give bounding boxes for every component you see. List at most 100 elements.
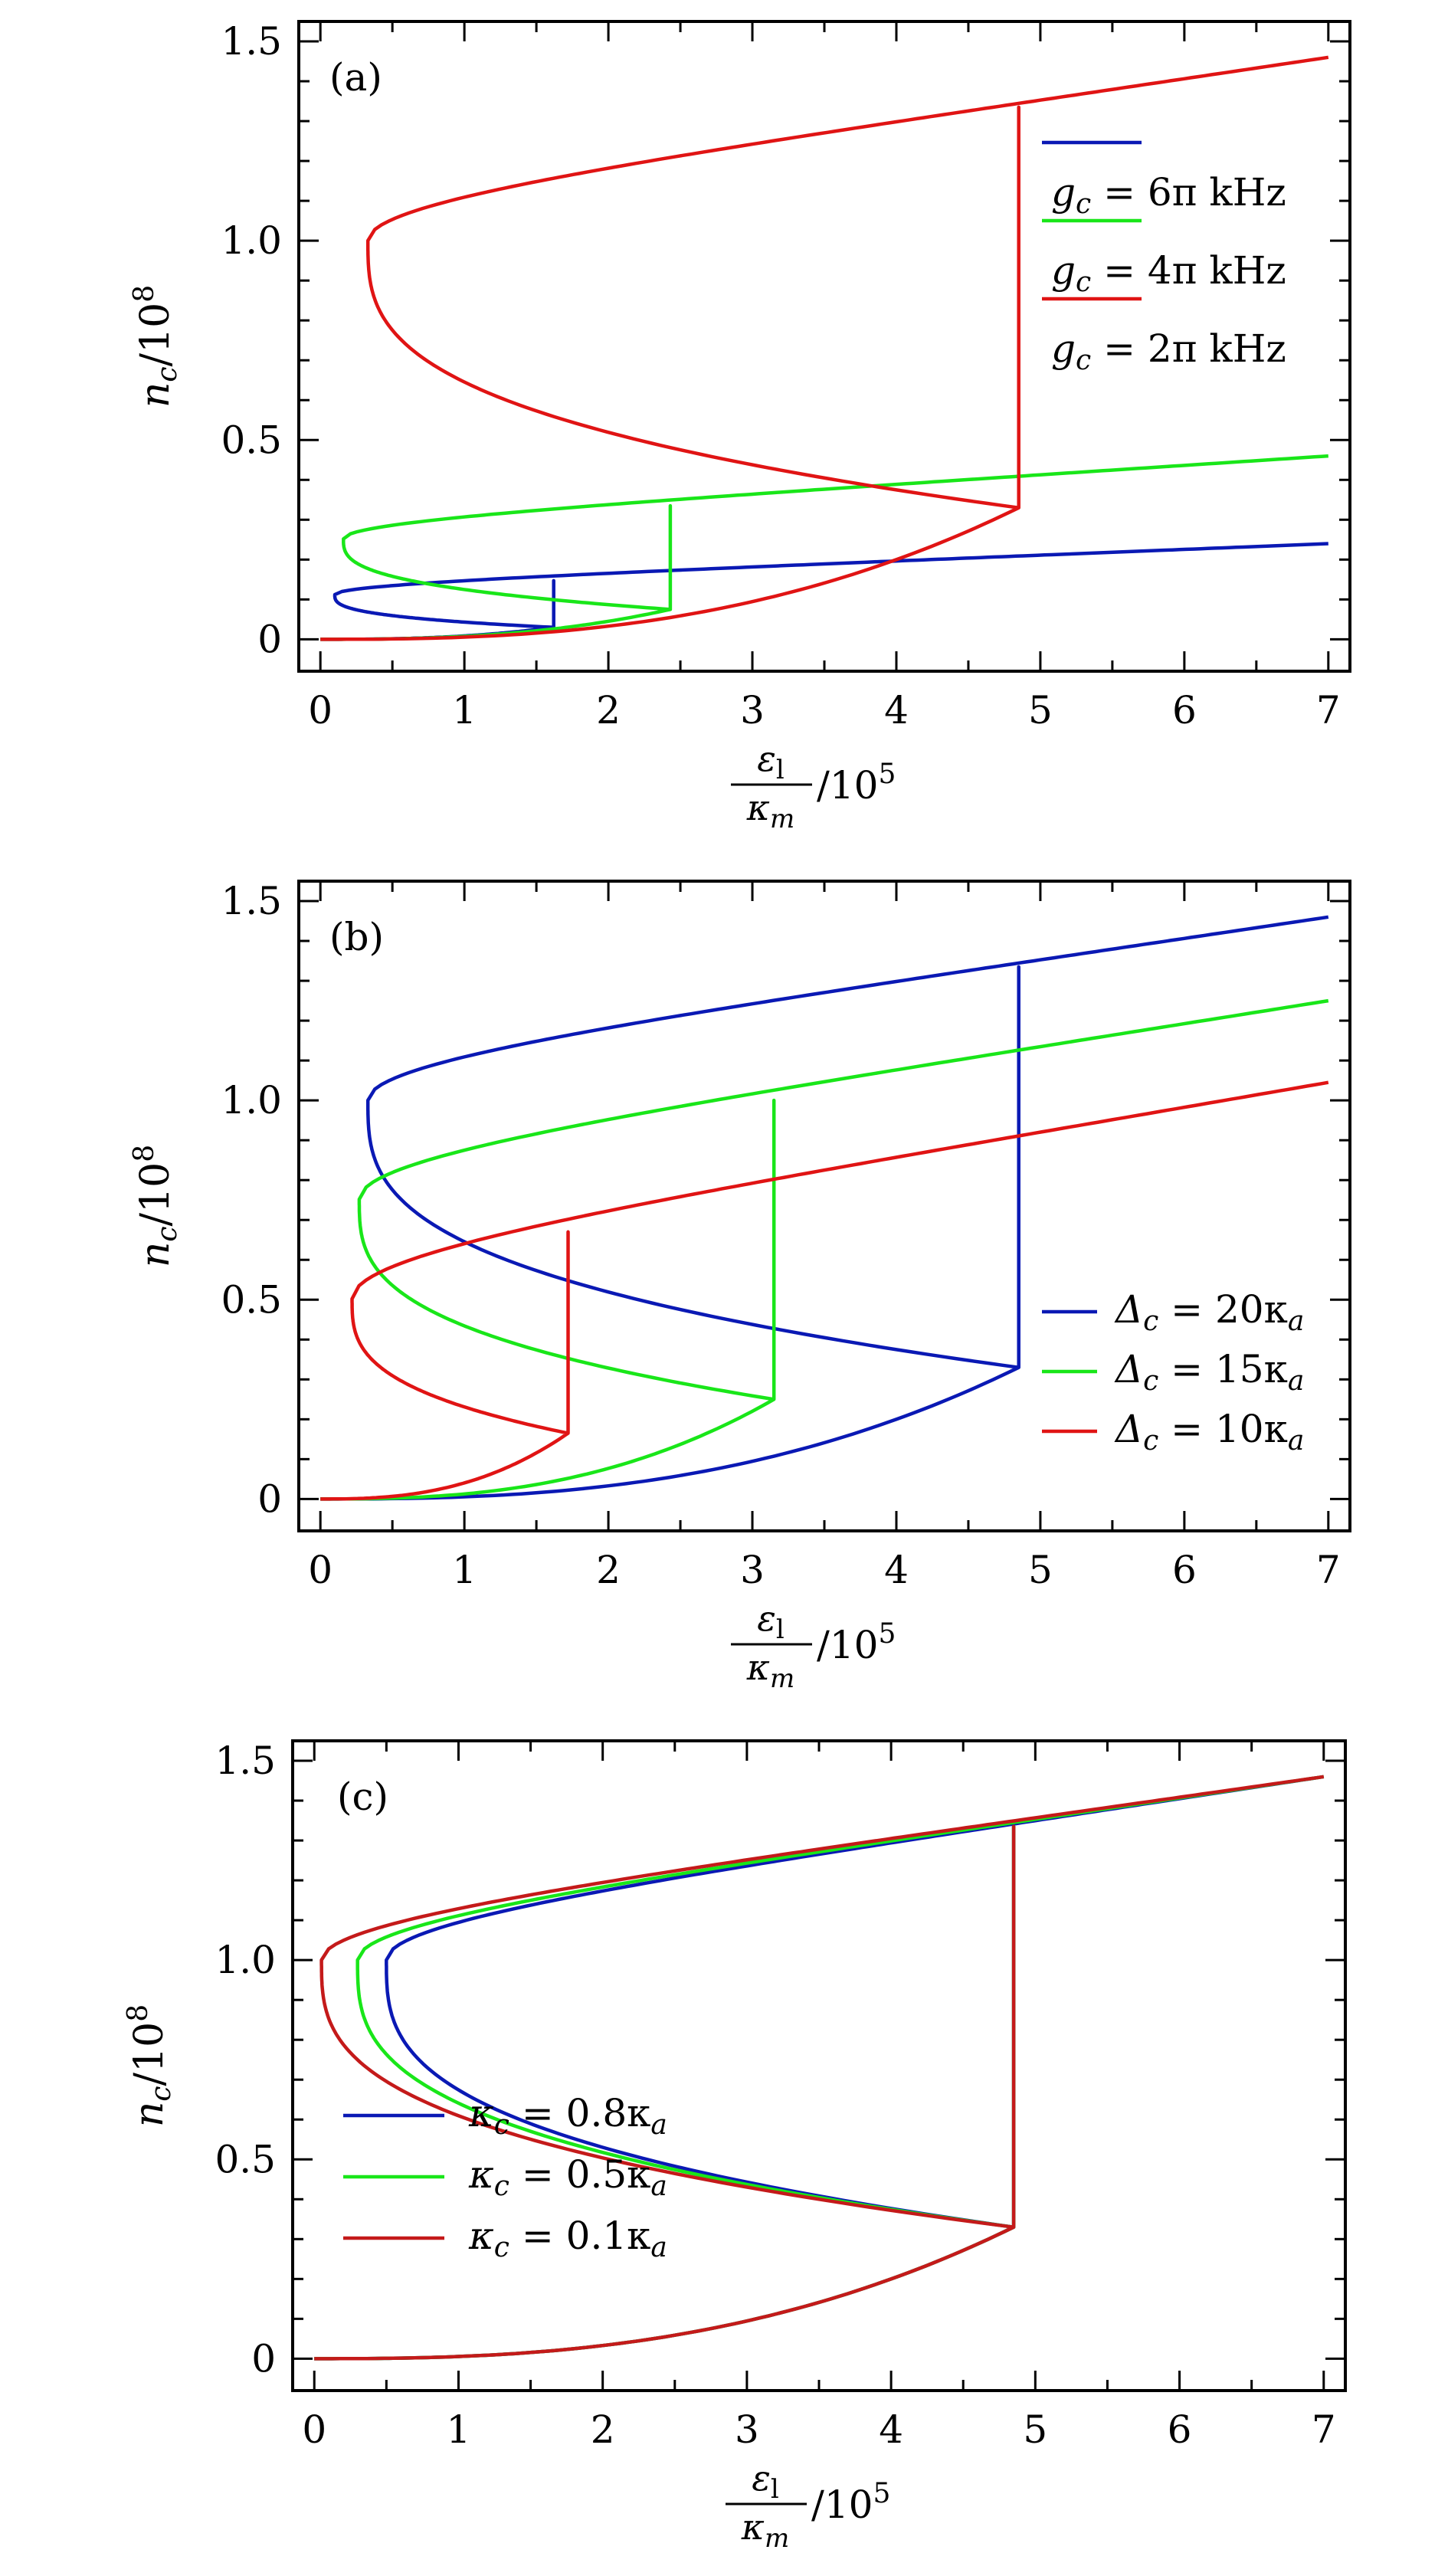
legend-symbol: Δ [1114,1347,1143,1391]
x-tick-label: 3 [740,688,765,732]
panel-label: (c) [337,1775,388,1819]
y-tick-label: 1.0 [221,218,282,263]
x-tick-label: 4 [884,1548,909,1592]
legend-value-subscript: a [1288,1306,1304,1337]
y-axis-label: nc/108 [129,285,183,408]
y-tick-label: 1.5 [221,879,282,923]
x-label-num-sub: l [771,2474,779,2505]
y-label-sub: c [146,2086,177,2101]
series-line [320,55,1329,641]
x-tick-label: 3 [740,1548,765,1592]
x-label-scale-exp: 5 [878,1618,896,1650]
x-tick-label: 0 [302,2407,326,2452]
x-tick-label: 4 [879,2407,903,2452]
legend-value: = 4π kHz [1091,248,1286,293]
y-tick-label: 1.0 [215,1938,276,1982]
legend-symbol: Δ [1114,1287,1143,1332]
legend-value-subscript: a [1288,1365,1304,1397]
x-label-num-sym: ε [752,2457,771,2499]
legend-value: = 0.5κ [509,2152,650,2197]
y-label-exp: 8 [129,1145,160,1162]
legend-symbol: Δ [1114,1407,1143,1451]
x-ticks [319,881,1330,1531]
legend-entry: gc = 6π kHz [1051,170,1286,220]
x-label-numerator: εl [752,2457,779,2505]
y-ticks [299,40,1350,641]
x-ticks [319,21,1330,671]
legend-subscript: c [1143,1306,1158,1337]
legend-symbol: g [1051,326,1076,371]
legend-entry: Δc = 20κa [1114,1287,1304,1337]
legend-subscript: c [1143,1425,1158,1457]
legend-value: = 0.1κ [509,2214,650,2258]
legend-subscript: c [1076,345,1091,376]
y-axis-label: nc/108 [123,2004,177,2127]
legend-subscript: c [494,2109,509,2141]
y-tick-label: 0 [251,2336,276,2381]
x-label-scale: /105 [817,759,896,808]
x-label-scale-base: /10 [817,763,878,808]
legend-value-subscript: a [1288,1425,1304,1457]
x-label-num-sub: l [776,755,785,785]
x-tick-label: 1 [447,2407,471,2452]
y-label-base: n [133,1242,179,1268]
x-tick-label: 2 [596,1548,621,1592]
legend-symbol: κ [468,2152,494,2197]
legend-symbol: g [1051,170,1076,215]
x-label-den-sym: κ [746,787,770,828]
x-label-num-sym: ε [757,738,776,779]
y-ticks [293,1759,1345,2360]
legend-symbol: g [1051,248,1076,293]
x-label-numerator: εl [757,738,785,785]
series-line [320,454,1328,641]
y-tick-label: 1.0 [221,1078,282,1122]
legend-value: = 10κ [1158,1407,1288,1451]
legend-entry: Δc = 15κa [1114,1347,1304,1397]
y-tick-label: 1.5 [221,19,282,64]
x-label-num-sym: ε [757,1598,776,1639]
x-tick-label: 6 [1172,688,1197,732]
x-ticks [313,1741,1325,2391]
plot-frame [291,1739,1347,2392]
legend-value-subscript: a [650,2109,667,2141]
y-tick-label: 0 [257,617,282,661]
x-label-scale-exp: 5 [873,2478,890,2509]
x-tick-label: 3 [735,2407,759,2452]
legend-value: = 20κ [1158,1287,1288,1332]
legend-symbol: κ [468,2091,494,2135]
x-label-denominator: κm [741,2506,789,2554]
legend-symbol: κ [468,2214,494,2258]
legend-subscript: c [1076,188,1091,220]
series-line [314,1775,1325,2361]
panel-label: (a) [329,55,382,100]
legend-value-subscript: a [650,2232,667,2263]
y-ticks [299,900,1350,1500]
x-tick-label: 7 [1316,1548,1341,1592]
x-label-denominator: κm [746,787,794,834]
x-tick-label: 0 [308,688,333,732]
x-tick-label: 5 [1028,688,1053,732]
x-label-denominator: κm [746,1647,794,1694]
x-label-scale: /105 [811,2478,890,2527]
x-label-den-sym: κ [746,1647,770,1688]
legend-subscript: c [1143,1365,1158,1397]
legend-subscript: c [1076,267,1091,298]
y-tick-label: 1.5 [215,1739,276,1783]
series-line [320,915,1329,1501]
x-label-scale-base: /10 [817,1623,878,1667]
x-tick-label: 0 [308,1548,333,1592]
series-line [314,1775,1325,2361]
x-label-scale-exp: 5 [878,759,896,790]
y-tick-label: 0.5 [221,418,282,462]
x-tick-label: 4 [884,688,909,732]
legend-value-subscript: a [650,2171,667,2202]
legend-value: = 15κ [1158,1347,1288,1391]
legend-entry: κc = 0.1κa [468,2214,667,2263]
